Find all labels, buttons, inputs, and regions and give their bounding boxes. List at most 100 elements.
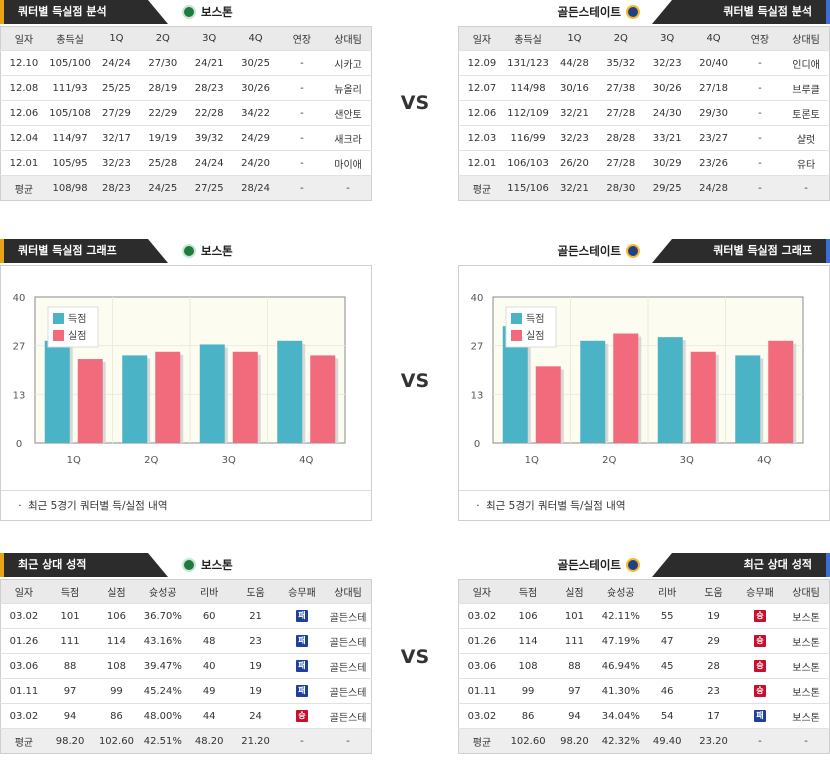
section-tab: 쿼터별 득실점 분석: [652, 0, 830, 24]
win-badge: 승: [753, 610, 766, 622]
table-cell: 46.94%: [597, 653, 644, 679]
table-cell: 23/27: [690, 125, 737, 151]
table-cell: 01.26: [0, 628, 47, 654]
table-cell: 106: [93, 603, 140, 629]
average-cell: 98.20: [551, 728, 598, 754]
bar-scored: [122, 355, 148, 443]
average-row: 평균 108/98 28/23 24/25 27/25 28/24- -: [0, 175, 372, 201]
vs-label: VS: [400, 370, 430, 392]
average-cell: 24/25: [139, 175, 186, 201]
y-tick-label: 13: [471, 390, 484, 401]
table-cell: 34/22: [232, 100, 279, 126]
bar-scored: [657, 337, 683, 443]
table-cell: -: [278, 75, 326, 101]
table-cell: 108: [504, 653, 552, 679]
right-recent-record: 최근 상대 성적 골든스테이트 일자 득점 실점 슛성공 리바 도움 승무패 상대팀 03.02…: [458, 553, 830, 754]
table-cell: 32/23: [93, 150, 140, 176]
table-cell: 111: [46, 628, 94, 654]
table-cell: 12.03: [458, 125, 505, 151]
win-badge: 승: [753, 685, 766, 697]
table-row: 12.03 116/99 32/23 28/28 33/21 23/27- 샬럿: [458, 125, 830, 151]
average-cell: 27/25: [186, 175, 233, 201]
table-cell: 보스톤: [783, 653, 830, 679]
table-row: 12.04 114/97 32/17 19/19 39/32 24/29- 새크라: [0, 125, 372, 151]
table-cell: -: [736, 50, 784, 76]
header-row: 일자 총득실 1Q 2Q 3Q 4Q 연장 상대팀: [0, 26, 372, 51]
average-cell: 32/21: [551, 175, 598, 201]
column-header: 상대팀: [325, 26, 372, 51]
table-cell: 22/28: [186, 100, 233, 126]
average-row: 평균 98.20 102.60 42.51% 48.20 21.20- -: [0, 728, 372, 754]
table-cell: -: [736, 150, 784, 176]
average-cell: 평균: [0, 728, 47, 754]
chart-box: 40 27 13 0 1Q 2Q 3Q 4Q 득점 실점 ㆍ 최근 5경기 쿼터별 득/실점 내역: [0, 265, 372, 521]
table-cell: 44: [186, 703, 233, 729]
table-cell: 12.09: [458, 50, 505, 76]
table-cell: 47: [644, 628, 691, 654]
table-cell: 46: [644, 678, 691, 704]
average-cell: -: [783, 728, 830, 754]
y-tick-label: 27: [471, 342, 484, 353]
table-cell: 29/30: [690, 100, 737, 126]
table-cell: 32/17: [93, 125, 140, 151]
table-cell: 27/28: [597, 150, 644, 176]
table-cell: 86: [504, 703, 552, 729]
table-cell: 105/95: [46, 150, 94, 176]
result-cell: 승: [736, 653, 784, 679]
x-tick-label: 1Q: [525, 455, 539, 466]
table-cell: 17: [690, 703, 737, 729]
quarter-table: 일자 총득실 1Q 2Q 3Q 4Q 연장 상대팀 12.10 105/100 24/24 27/30…: [0, 26, 372, 201]
bar-scored: [735, 355, 761, 443]
table-cell: 32/23: [551, 125, 598, 151]
table-cell: 30/29: [644, 150, 691, 176]
table-cell: 24/24: [186, 150, 233, 176]
legend-swatch: [511, 313, 522, 324]
section-tab: 쿼터별 득실점 그래프: [0, 239, 168, 263]
table-cell: 55: [644, 603, 691, 629]
table-cell: 30/26: [644, 75, 691, 101]
column-header: 승무패: [278, 579, 326, 604]
column-header: 상대팀: [325, 579, 372, 604]
x-tick-label: 3Q: [680, 455, 694, 466]
column-header: 도움: [232, 579, 279, 604]
table-row: 01.26 111 114 43.16% 48 23 패 골든스테: [0, 628, 372, 654]
table-cell: 12.08: [0, 75, 47, 101]
table-cell: 28: [690, 653, 737, 679]
average-cell: -: [278, 175, 326, 201]
table-cell: 40: [186, 653, 233, 679]
average-cell: 28/23: [93, 175, 140, 201]
column-header: 슛성공: [597, 579, 644, 604]
table-cell: 30/25: [232, 50, 279, 76]
average-cell: 42.32%: [597, 728, 644, 754]
table-cell: 114: [93, 628, 140, 654]
column-header: 2Q: [139, 26, 186, 51]
result-cell: 승: [736, 628, 784, 654]
table-row: 12.08 111/93 25/25 28/19 28/23 30/26- 뉴올리: [0, 75, 372, 101]
table-cell: 19/19: [139, 125, 186, 151]
table-cell: 88: [551, 653, 598, 679]
y-tick-label: 40: [471, 293, 484, 304]
legend-label: 실점: [68, 330, 86, 342]
table-row: 01.11 99 97 41.30% 46 23 승 보스톤: [458, 678, 830, 704]
table-row: 03.02 86 94 34.04% 54 17 패 보스톤: [458, 703, 830, 729]
celtics-logo-icon: [182, 558, 196, 572]
table-cell: 112/109: [504, 100, 552, 126]
table-cell: 토론토: [783, 100, 830, 126]
table-cell: 03.02: [458, 703, 505, 729]
team-label: 보스톤: [182, 557, 233, 573]
legend-label: 득점: [68, 313, 86, 325]
table-cell: 28/23: [186, 75, 233, 101]
average-cell: 102.60: [504, 728, 552, 754]
vs-label: VS: [400, 92, 430, 114]
section-tab: 쿼터별 득실점 그래프: [652, 239, 830, 263]
table-cell: 42.11%: [597, 603, 644, 629]
table-cell: 24/24: [93, 50, 140, 76]
table-cell: 94: [551, 703, 598, 729]
table-cell: 23: [690, 678, 737, 704]
average-cell: 115/106: [504, 175, 552, 201]
average-cell: 평균: [458, 728, 505, 754]
table-cell: 03.02: [458, 603, 505, 629]
average-cell: -: [783, 175, 830, 201]
table-cell: -: [278, 50, 326, 76]
table-cell: 114: [504, 628, 552, 654]
